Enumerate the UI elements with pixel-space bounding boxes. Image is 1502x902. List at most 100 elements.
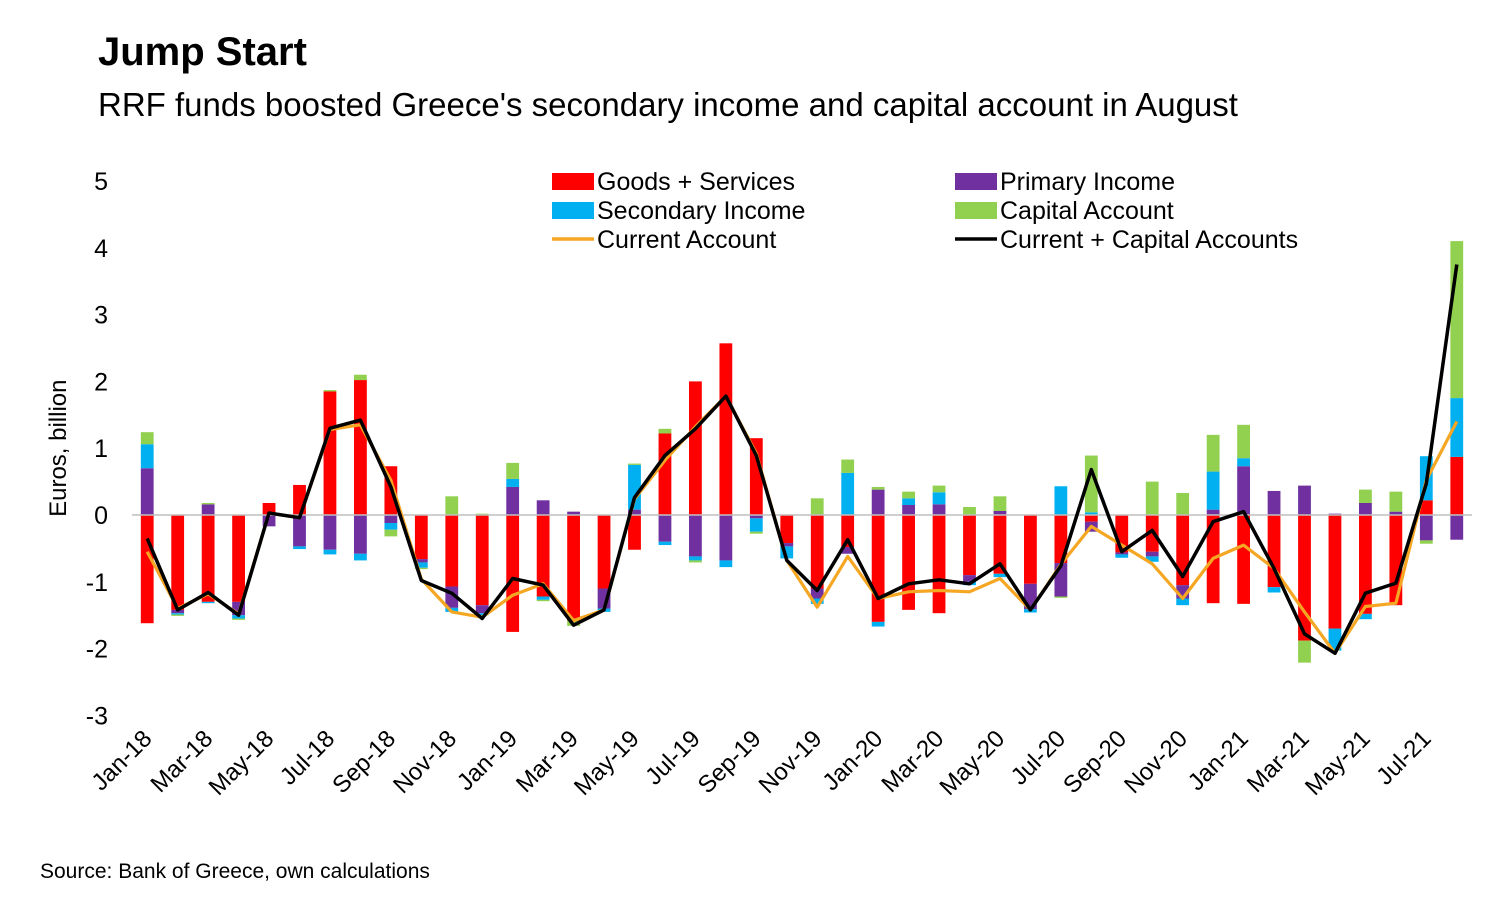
x-tick-label: Sep-18 <box>327 725 401 799</box>
bar-secondary-income <box>201 601 215 604</box>
y-tick-label: 0 <box>94 502 108 530</box>
bar-goods-services <box>597 515 611 589</box>
bar-goods-services <box>475 515 489 606</box>
bar-goods-services <box>1328 515 1342 629</box>
bar-primary-income <box>293 515 306 547</box>
x-tick-label: Mar-18 <box>146 725 219 798</box>
bar-primary-income <box>841 547 855 554</box>
y-tick-label: -3 <box>86 702 108 730</box>
bar-capital-account <box>658 428 672 434</box>
bar-capital-account <box>171 614 185 616</box>
bar-secondary-income <box>871 621 885 627</box>
bar-goods-services <box>719 343 733 515</box>
bar-primary-income <box>810 588 824 599</box>
x-tick-label: Sep-20 <box>1058 725 1132 799</box>
bar-primary-income <box>749 515 763 519</box>
bar-capital-account <box>506 462 520 479</box>
bar-primary-income <box>475 605 489 614</box>
bar-goods-services <box>1237 515 1250 604</box>
bar-capital-account <box>1084 455 1098 513</box>
bar-secondary-income <box>658 541 672 546</box>
bar-capital-account <box>1389 491 1403 512</box>
y-tick-label: 3 <box>94 302 108 330</box>
legend-swatch <box>955 173 997 190</box>
bar-primary-income <box>1298 485 1311 515</box>
bar-capital-account <box>1359 489 1372 503</box>
y-tick-label: -1 <box>86 569 108 597</box>
bar-goods-services <box>1267 515 1281 588</box>
legend-swatch <box>955 202 997 219</box>
bar-capital-account <box>1419 540 1433 544</box>
bar-secondary-income <box>1084 512 1098 515</box>
x-tick-label: May-20 <box>935 725 1011 801</box>
bar-capital-account <box>749 531 763 534</box>
bar-secondary-income <box>384 523 398 530</box>
bar-capital-account <box>1237 424 1250 459</box>
bar-secondary-income <box>993 573 1007 578</box>
bar-goods-services <box>1024 515 1037 584</box>
bar-capital-account <box>140 432 154 445</box>
bar-secondary-income <box>810 598 824 604</box>
bar-secondary-income <box>536 596 550 600</box>
y-tick-label: 1 <box>94 435 108 463</box>
bar-secondary-income <box>1450 398 1464 457</box>
bar-goods-services <box>171 515 185 610</box>
bar-capital-account <box>201 502 215 505</box>
x-tick-label: May-19 <box>569 725 645 801</box>
x-tick-label: May-18 <box>204 725 280 801</box>
x-tick-label: Jan-19 <box>452 725 523 796</box>
bar-primary-income <box>1450 515 1464 540</box>
bar-goods-services <box>1419 500 1433 515</box>
bar-primary-income <box>1206 509 1220 515</box>
bar-primary-income <box>1267 490 1281 515</box>
bar-goods-services <box>567 515 580 621</box>
bar-secondary-income <box>902 498 915 505</box>
bar-capital-account <box>1298 640 1311 663</box>
bar-goods-services <box>780 515 794 544</box>
bar-primary-income <box>1389 511 1403 515</box>
bar-goods-services <box>658 433 672 515</box>
legend-label: Goods + Services <box>597 168 795 196</box>
bar-goods-services <box>323 391 337 515</box>
legend-swatch <box>552 202 594 219</box>
bar-primary-income <box>1419 515 1433 541</box>
bar-capital-account <box>1206 434 1220 472</box>
legend-swatch <box>552 173 594 190</box>
bar-primary-income <box>932 504 946 515</box>
legend-label: Primary Income <box>1000 168 1175 196</box>
bar-primary-income <box>567 511 580 515</box>
bar-goods-services <box>932 515 946 614</box>
bar-goods-services <box>810 515 824 589</box>
y-tick-label: 5 <box>94 168 108 196</box>
x-tick-label: Mar-19 <box>511 725 584 798</box>
bar-primary-income <box>354 515 367 554</box>
bar-goods-services <box>963 515 976 576</box>
bar-goods-services <box>993 515 1007 574</box>
bar-capital-account <box>902 491 915 499</box>
bar-secondary-income <box>1359 613 1372 620</box>
bar-secondary-income <box>932 492 946 505</box>
bar-secondary-income <box>689 556 702 561</box>
x-tick-label: Mar-21 <box>1242 725 1315 798</box>
x-tick-label: Nov-20 <box>1119 725 1193 799</box>
bar-primary-income <box>262 515 276 527</box>
bar-primary-income <box>658 515 672 542</box>
bar-capital-account <box>689 560 702 563</box>
bar-primary-income <box>414 559 428 563</box>
bar-primary-income <box>628 509 641 515</box>
legend-label: Current Account <box>597 226 776 254</box>
bar-primary-income <box>536 500 550 515</box>
y-tick-label: 4 <box>94 235 108 263</box>
bar-secondary-income <box>171 613 185 615</box>
bar-secondary-income <box>1267 587 1281 593</box>
bar-primary-income <box>689 515 702 557</box>
bar-primary-income <box>719 515 733 561</box>
bar-capital-account <box>536 599 550 602</box>
x-tick-label: Nov-18 <box>388 725 462 799</box>
bar-secondary-income <box>1206 471 1220 510</box>
bar-capital-account <box>323 390 337 392</box>
x-tick-label: May-21 <box>1300 725 1376 801</box>
bar-goods-services <box>140 515 154 624</box>
x-tick-label: Jan-21 <box>1183 725 1254 796</box>
bar-goods-services <box>506 515 520 632</box>
